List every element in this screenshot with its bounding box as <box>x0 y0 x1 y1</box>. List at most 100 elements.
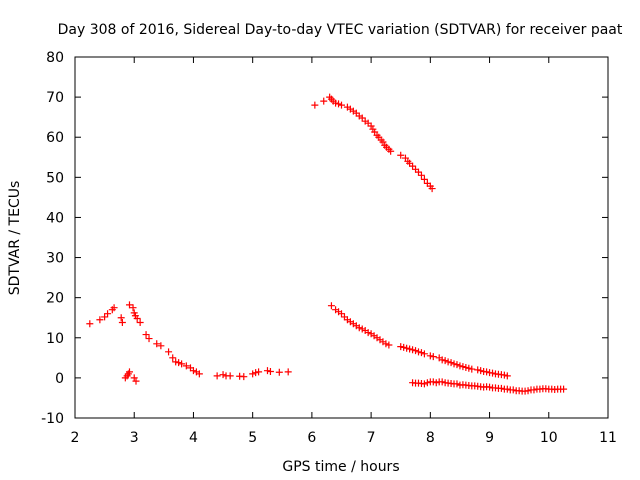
data-point-arc-high <box>420 175 428 183</box>
data-point-arc-high <box>428 185 436 193</box>
data-point-arc-early-upper <box>195 370 203 378</box>
data-point-arc-high <box>338 101 345 109</box>
data-point-arc-mid <box>489 369 497 377</box>
data-point-arc-early-upper <box>189 367 197 375</box>
data-point-arc-mid <box>447 359 455 367</box>
x-tick-label: 6 <box>307 430 316 446</box>
data-point-arc-low <box>524 387 532 395</box>
data-point-arc-early-lower <box>125 368 133 376</box>
data-point-arc-mid <box>400 343 408 351</box>
data-point-arc-early-upper <box>110 304 118 312</box>
y-axis-label: SDTVAR / TECUs <box>7 181 23 296</box>
x-tick-label: 7 <box>367 430 376 446</box>
data-point-arc-high <box>397 151 405 159</box>
data-point-arc-mid <box>500 371 508 379</box>
data-point-arc-low <box>420 380 428 388</box>
data-point-arc-early-upper <box>172 358 180 366</box>
data-point-arc-early-upper <box>263 367 271 375</box>
data-point-arc-early-upper <box>240 373 248 381</box>
data-point-arc-mid <box>477 367 485 375</box>
data-point-arc-early-upper <box>117 314 125 322</box>
data-point-arc-low <box>497 384 505 392</box>
data-point-arc-mid <box>406 345 414 353</box>
data-point-arc-mid <box>358 325 366 333</box>
data-point-arc-early-upper <box>175 359 183 367</box>
data-point-arc-low <box>503 385 511 393</box>
y-tick-label: 20 <box>46 291 64 307</box>
data-point-arc-early-upper <box>142 331 150 339</box>
x-tick-label: 11 <box>599 430 617 446</box>
data-point-arc-high <box>417 171 425 179</box>
data-point-arc-mid <box>441 357 449 365</box>
data-point-arc-early-upper <box>182 362 190 370</box>
data-point-arc-mid <box>414 348 422 356</box>
x-tick-label: 3 <box>130 430 139 446</box>
data-point-arc-mid <box>474 366 482 374</box>
data-point-arc-high <box>358 114 366 122</box>
x-axis-label: GPS time / hours <box>282 459 399 475</box>
y-tick-label: 80 <box>46 50 64 66</box>
data-point-arc-mid <box>465 364 473 372</box>
plot-frame <box>74 56 609 419</box>
data-point-arc-mid <box>462 363 470 371</box>
data-point-arc-mid <box>459 363 467 371</box>
data-point-arc-early-upper <box>178 360 186 368</box>
data-point-arc-early-upper <box>104 310 112 318</box>
data-point-arc-early-upper <box>169 354 177 362</box>
tick-labels: 2 3 4 5 6 7 8 9 10 11 -10 0 10 20 30 40 50 60 70 80 <box>41 50 617 446</box>
data-point-arc-low <box>560 385 568 393</box>
data-point-arc-mid <box>382 340 390 348</box>
data-point-arc-mid <box>438 356 446 364</box>
data-point-arc-early-upper <box>226 372 234 380</box>
data-point-arc-mid <box>417 349 425 357</box>
y-tick-label: 40 <box>46 210 64 226</box>
x-tick-label: 5 <box>248 430 257 446</box>
data-point-arc-low <box>453 380 461 388</box>
data-point-arc-early-lower <box>130 374 138 382</box>
data-points <box>86 93 568 395</box>
data-point-arc-early-upper <box>129 304 137 312</box>
data-point-arc-high <box>409 162 417 170</box>
data-point-arc-low <box>486 383 494 391</box>
data-point-arc-mid <box>385 341 393 349</box>
data-point-arc-mid <box>456 362 464 370</box>
y-tick-label: 10 <box>46 331 64 347</box>
data-point-arc-early-upper <box>96 316 104 324</box>
y-tick-label: -10 <box>41 411 64 427</box>
data-point-arc-low <box>509 386 517 394</box>
data-point-arc-mid <box>338 310 345 318</box>
data-point-arc-mid <box>420 350 428 358</box>
y-tick-label: 0 <box>55 371 64 387</box>
data-point-arc-high <box>335 100 343 108</box>
data-point-arc-mid <box>364 329 372 337</box>
x-tick-label: 2 <box>71 430 80 446</box>
data-point-arc-early-upper <box>219 371 227 379</box>
data-point-arc-mid <box>503 372 511 380</box>
data-point-arc-mid <box>444 358 452 366</box>
data-point-arc-mid <box>355 324 363 332</box>
x-tick-label: 9 <box>485 430 494 446</box>
data-point-arc-mid <box>426 352 434 360</box>
data-point-arc-early-upper <box>252 369 260 377</box>
data-point-arc-high <box>311 101 319 109</box>
y-tick-label: 70 <box>46 90 64 106</box>
data-point-arc-early-upper <box>86 320 94 328</box>
data-point-arc-mid <box>468 365 476 373</box>
data-point-arc-early-upper <box>255 368 263 376</box>
data-point-arc-low <box>429 378 437 386</box>
data-point-arc-low <box>438 378 446 386</box>
data-point-arc-early-upper <box>165 348 173 356</box>
data-point-arc-early-upper <box>275 368 283 376</box>
data-point-arc-early-upper <box>249 370 257 378</box>
data-point-arc-early-upper <box>266 367 274 375</box>
data-point-arc-low <box>432 379 440 387</box>
x-tick-label: 10 <box>540 430 558 446</box>
data-point-arc-mid <box>429 353 437 361</box>
data-point-arc-mid <box>397 343 405 351</box>
data-point-arc-early-upper <box>145 335 153 343</box>
data-point-arc-low <box>530 386 538 394</box>
data-point-arc-early-upper <box>118 319 126 327</box>
data-point-arc-early-upper <box>153 340 161 348</box>
data-point-arc-early-upper <box>133 315 141 323</box>
